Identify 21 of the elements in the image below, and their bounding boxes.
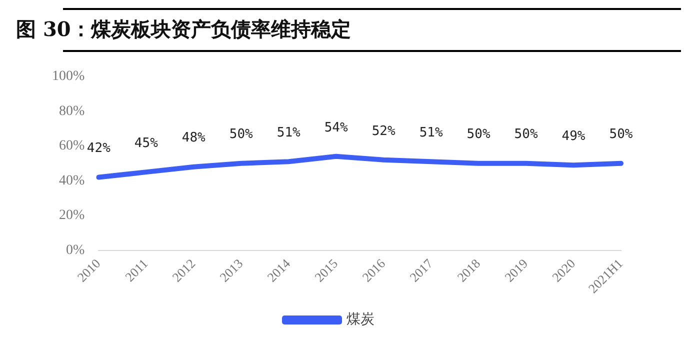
chart-title: 图 30：煤炭板块资产负债率维持稳定 [15,16,352,43]
y-tick-label: 20% [58,208,85,224]
data-label: 48% [182,130,206,146]
data-label: 51% [276,126,301,141]
data-label: 50% [514,127,538,142]
y-tick-label: 40% [58,173,85,188]
y-tick-label: 80% [58,104,85,119]
data-label: 52% [372,124,396,139]
y-tick-label: 0% [66,243,85,258]
data-label: 45% [134,136,158,151]
y-tick-label: 100% [52,69,85,84]
data-label: 50% [466,127,490,142]
data-label: 42% [86,141,111,156]
y-tick-label: 60% [58,138,85,154]
data-label: 51% [419,126,443,141]
data-label: 50% [609,127,633,142]
legend-label: 煤炭 [346,312,374,328]
data-label: 54% [324,120,348,136]
data-label: 50% [229,127,254,142]
data-label: 49% [562,128,586,144]
x-tick-label: 2011 [122,256,151,284]
